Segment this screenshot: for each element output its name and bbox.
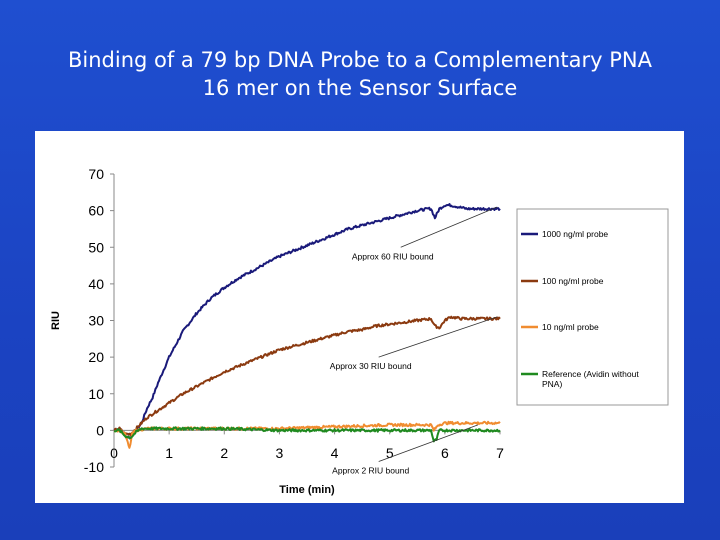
chart-annotations: Approx 60 RIU bound Approx 30 RIU bound Ap…: [330, 206, 498, 476]
x-tick-label: 4: [331, 445, 339, 461]
annotation-pointer: [378, 424, 479, 462]
legend-entry: 100 ng/ml probe: [542, 276, 604, 286]
annotation-pointer: [400, 206, 498, 248]
slide-title-line-2: 16 mer on the Sensor Surface: [202, 76, 518, 100]
chart-series: [113, 203, 501, 449]
y-axis-label: RIU: [50, 311, 62, 330]
legend-entry: 10 ng/ml probe: [542, 322, 599, 332]
y-tick-label: 40: [88, 276, 104, 292]
annotation-pointer: [378, 316, 498, 358]
x-tick-label: 5: [386, 445, 394, 461]
chart-legend: 1000 ng/ml probe 100 ng/ml probe 10 ng/ml …: [516, 208, 669, 406]
legend-entry: 1000 ng/ml probe: [542, 229, 608, 239]
y-tick-label: 60: [88, 203, 104, 219]
y-tick-label: -10: [84, 459, 104, 475]
slide-title-line-1: Binding of a 79 bp DNA Probe to a Comple…: [67, 48, 652, 72]
legend-entry: Reference (Avidin without PNA): [542, 369, 639, 389]
series-line-1: [113, 315, 501, 437]
y-tick-label: 50: [88, 239, 104, 255]
series-line-0: [113, 203, 501, 440]
x-tick-label: 6: [441, 445, 449, 461]
binding-chart: -10 0 10 20 30 40 50 60 70 0 1 2 3 4 5 6 7 Approx 60 RIU…: [50, 166, 669, 496]
x-tick-label: 1: [165, 445, 173, 461]
series-line-2: [113, 420, 501, 449]
chart-axes: -10 0 10 20 30 40 50 60 70 0 1 2 3 4 5 6 7: [84, 166, 504, 475]
y-tick-label: 20: [88, 349, 104, 365]
y-tick-label: 70: [88, 166, 104, 182]
x-tick-label: 3: [276, 445, 284, 461]
x-tick-label: 7: [496, 445, 504, 461]
annotation-label: Approx 30 RIU bound: [330, 361, 412, 371]
y-tick-label: 0: [96, 422, 104, 438]
slide-title: Binding of a 79 bp DNA Probe to a Comple…: [40, 46, 680, 102]
series-line-3: [113, 426, 501, 443]
annotation-label: Approx 2 RIU bound: [332, 466, 409, 476]
x-axis-label: Time (min): [279, 484, 335, 496]
x-tick-label: 2: [220, 445, 228, 461]
chart-panel: -10 0 10 20 30 40 50 60 70 0 1 2 3 4 5 6 7 Approx 60 RIU…: [35, 131, 684, 503]
y-tick-label: 10: [88, 386, 104, 402]
x-tick-label: 0: [110, 445, 118, 461]
annotation-label: Approx 60 RIU bound: [352, 251, 434, 261]
legend-box: [516, 208, 669, 406]
y-tick-label: 30: [88, 313, 104, 329]
